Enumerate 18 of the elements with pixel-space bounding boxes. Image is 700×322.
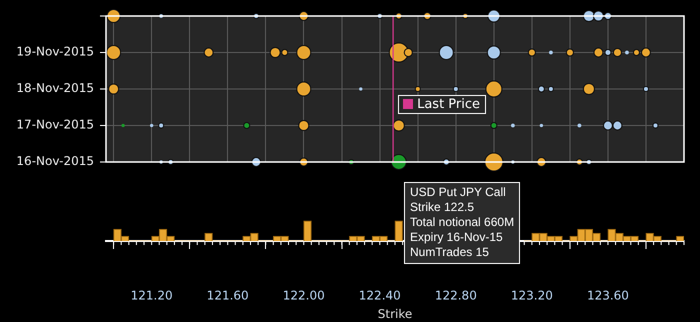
y-tick-label: 19-Nov-2015 (16, 44, 94, 59)
x-tick-label: 122.40 (358, 288, 401, 302)
text: Strike 122.5 (410, 200, 476, 215)
text: NumTrades 15 (410, 245, 490, 260)
y-tick-label: 18-Nov-2015 (16, 81, 94, 96)
x-tick-label: 122.80 (434, 288, 477, 302)
ref-line-label: Last Price (417, 96, 480, 112)
x-tick-label: 122.00 (282, 288, 325, 302)
y-tick-label: 16-Nov-2015 (16, 154, 94, 168)
text: USD Put JPY Call (410, 185, 507, 200)
x-axis-title: Strike (378, 306, 412, 321)
annotation: Expiry 16-Nov-15 (410, 230, 504, 245)
x-tick-label: 121.20 (130, 288, 173, 302)
y-tick-label: 17-Nov-2015 (16, 118, 94, 132)
x-tick-label: 121.60 (206, 288, 249, 302)
x-tick-label: 123.60 (586, 288, 629, 302)
annotation: Total notional 660M (410, 215, 514, 230)
x-tick-label: 123.20 (510, 288, 553, 302)
